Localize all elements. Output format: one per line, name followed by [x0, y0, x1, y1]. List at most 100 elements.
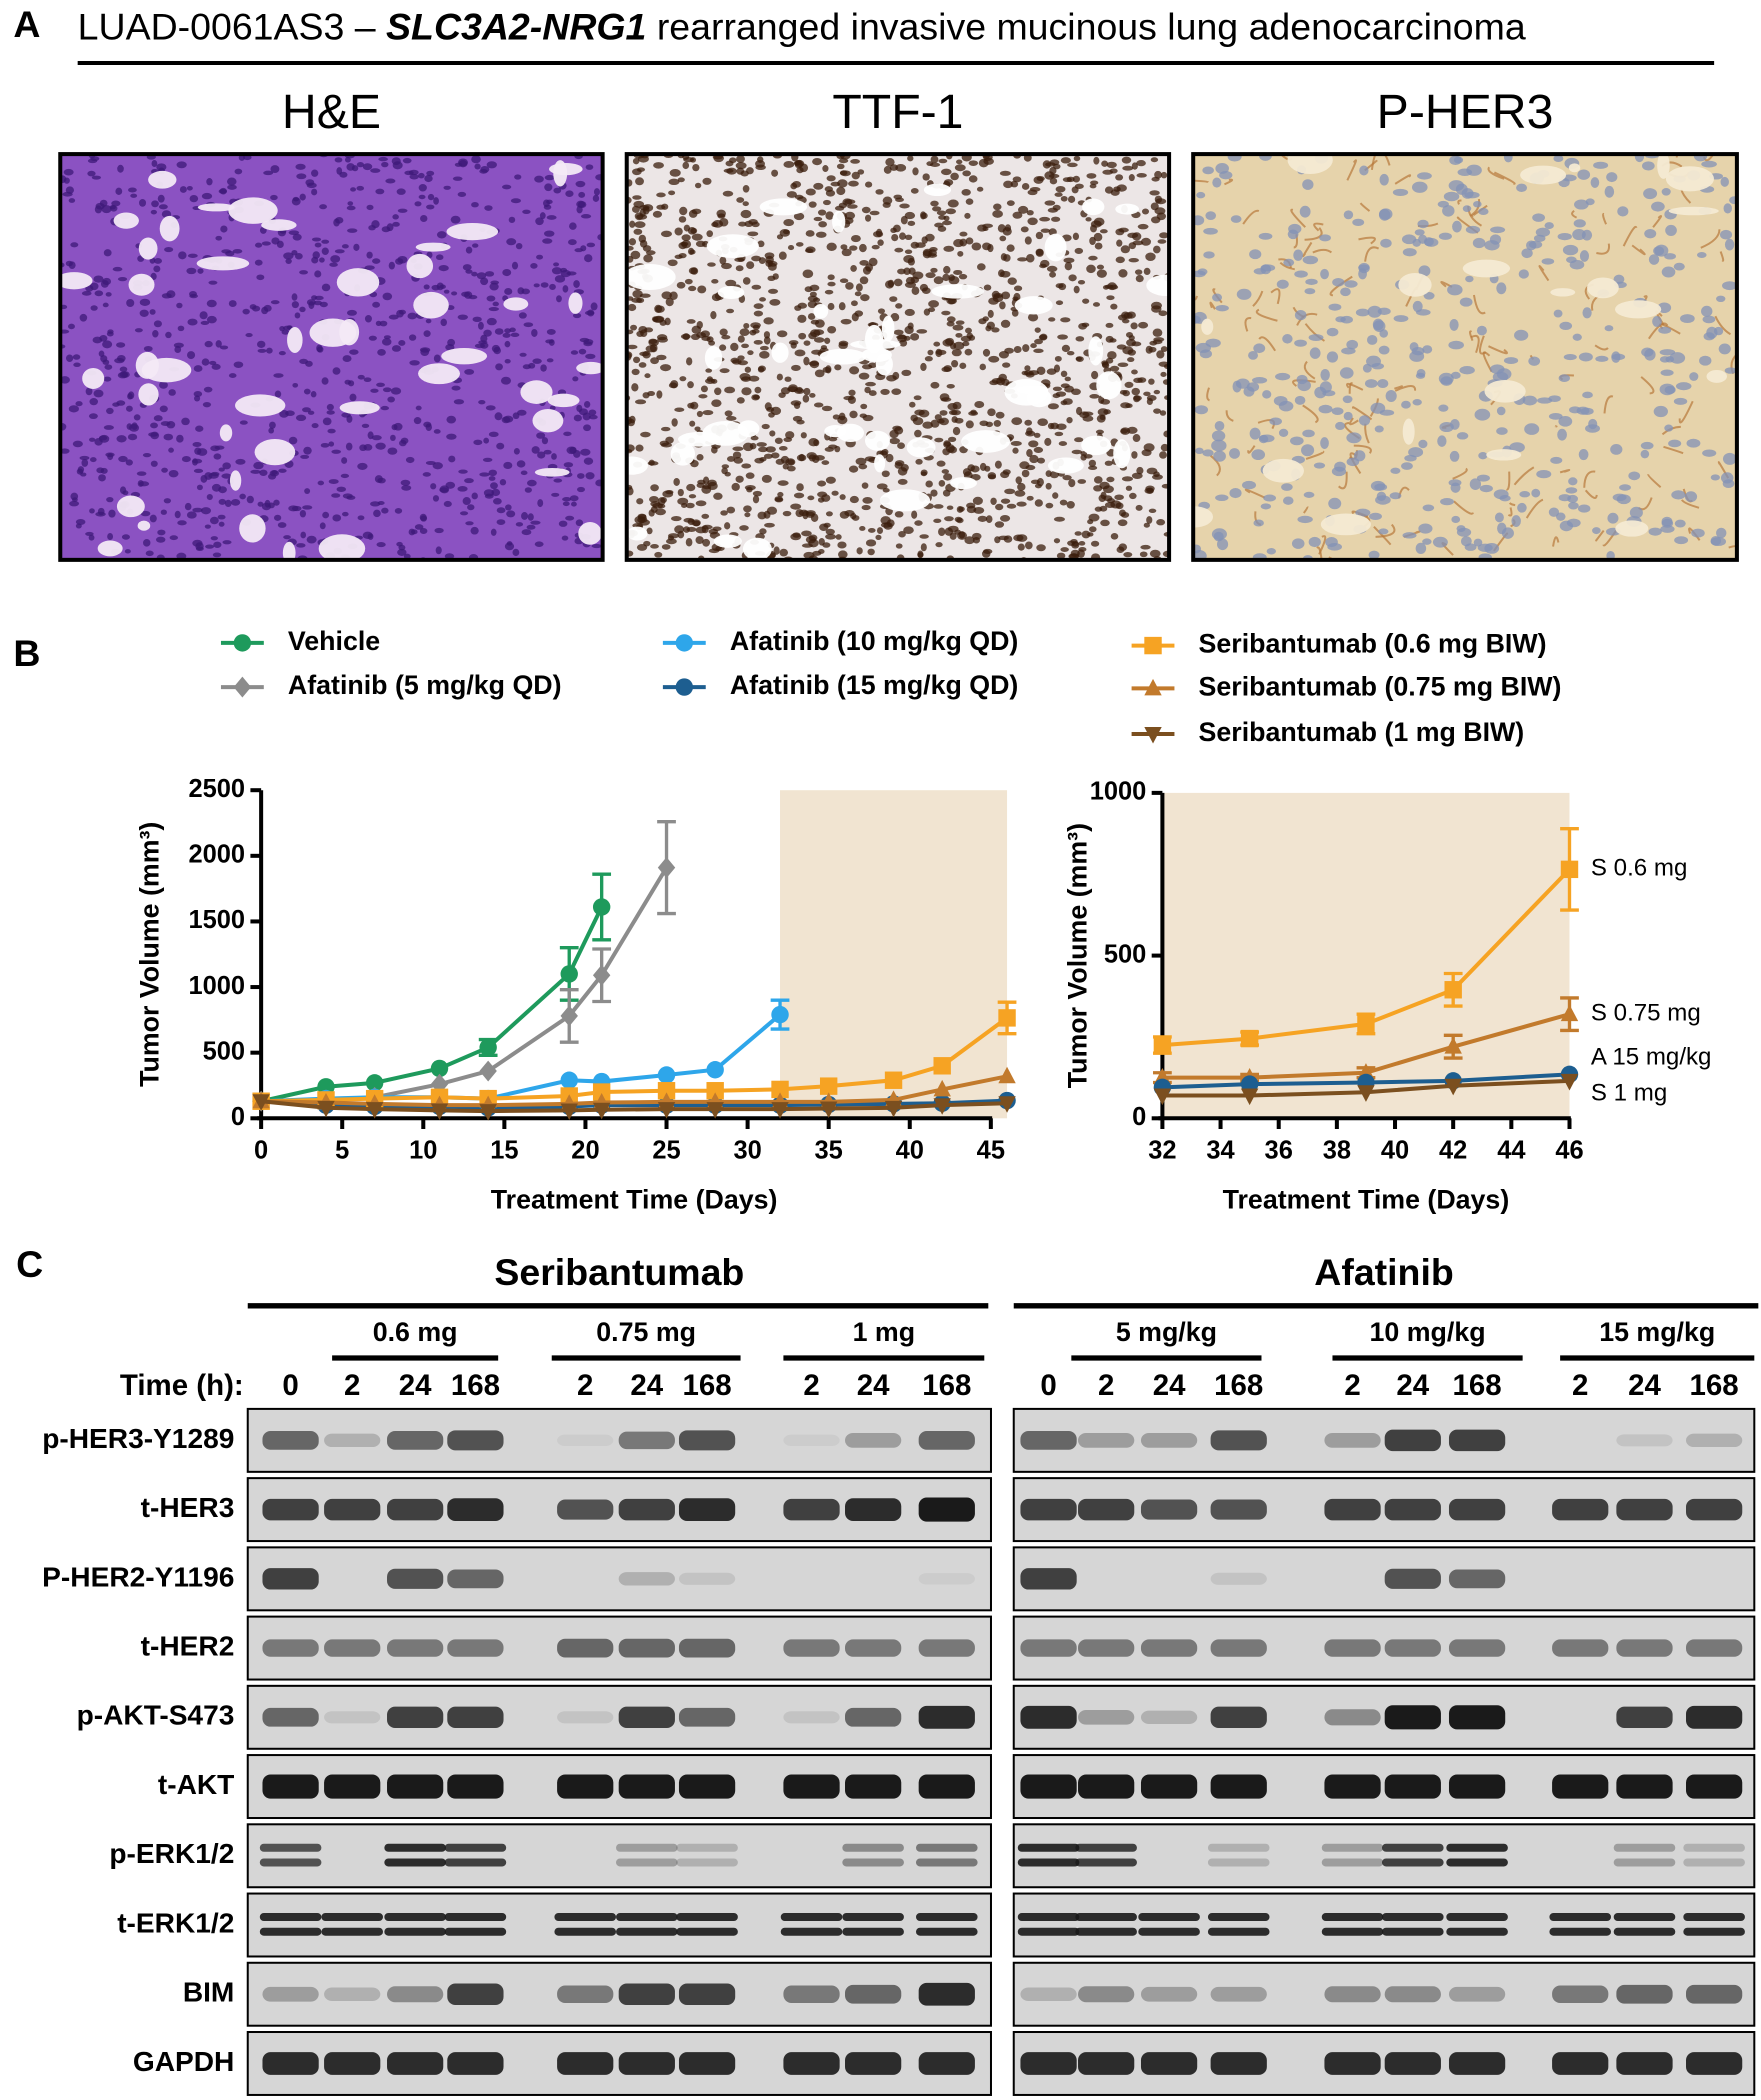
- nucleus: [942, 469, 949, 474]
- nucleus: [375, 189, 384, 195]
- nucleus: [675, 227, 683, 235]
- nucleus: [1019, 461, 1029, 469]
- nucleus: [329, 479, 339, 484]
- nucleus: [341, 474, 349, 478]
- nucleus: [1126, 332, 1133, 338]
- nucleus: [1048, 403, 1059, 409]
- nucleus: [569, 222, 577, 230]
- nucleus: [1251, 449, 1265, 460]
- nucleus: [801, 432, 807, 438]
- nucleus: [1118, 269, 1127, 278]
- nucleus: [1447, 284, 1463, 295]
- nucleus: [391, 387, 401, 394]
- nucleus: [962, 170, 971, 176]
- nucleus: [1111, 533, 1119, 540]
- blot-membrane: [248, 1894, 991, 1957]
- nucleus: [180, 186, 187, 193]
- nucleus: [779, 252, 787, 260]
- nucleus: [813, 298, 820, 303]
- blot-band: [845, 1433, 901, 1448]
- nucleus: [1545, 222, 1554, 229]
- nucleus: [848, 181, 859, 187]
- nucleus: [126, 459, 133, 465]
- nucleus: [454, 399, 464, 404]
- blot-band: [1552, 1639, 1608, 1656]
- nucleus: [70, 242, 78, 247]
- nucleus: [296, 543, 305, 548]
- nucleus: [895, 303, 902, 309]
- time-point: 168: [1690, 1369, 1739, 1402]
- nucleus: [1003, 227, 1012, 235]
- nucleus: [461, 292, 470, 297]
- nucleus: [1157, 212, 1166, 220]
- nucleus: [195, 542, 203, 550]
- nucleus: [768, 289, 778, 294]
- nucleus: [1138, 322, 1148, 329]
- nucleus: [723, 191, 733, 197]
- nucleus: [1001, 499, 1010, 504]
- nucleus: [865, 182, 872, 188]
- nucleus: [262, 241, 271, 245]
- nucleus: [497, 507, 506, 513]
- nucleus: [665, 437, 673, 444]
- dose-label: 0.6 mg: [373, 1317, 458, 1347]
- nucleus: [643, 541, 650, 547]
- nucleus: [73, 441, 83, 448]
- nucleus: [1415, 229, 1425, 235]
- nucleus: [122, 372, 128, 378]
- nucleus: [1579, 449, 1589, 460]
- nucleus: [962, 341, 969, 346]
- blot-band: [919, 1639, 975, 1656]
- time-point: 168: [1453, 1369, 1502, 1402]
- nucleus: [140, 299, 150, 306]
- nucleus: [821, 460, 829, 465]
- nucleus: [934, 276, 944, 284]
- nucleus: [1568, 477, 1577, 485]
- nucleus: [686, 527, 696, 532]
- lumen: [882, 316, 895, 342]
- nucleus: [850, 159, 860, 164]
- nucleus: [1131, 451, 1137, 459]
- nucleus: [1369, 513, 1382, 520]
- lumen: [138, 521, 151, 531]
- nucleus: [553, 479, 562, 483]
- nucleus: [66, 354, 73, 362]
- nucleus: [1302, 179, 1313, 190]
- nucleus: [1303, 256, 1318, 265]
- nucleus: [1340, 287, 1351, 296]
- nucleus: [478, 400, 485, 404]
- nucleus: [512, 549, 519, 556]
- membrane: [1541, 139, 1554, 155]
- nucleus: [1674, 398, 1687, 405]
- nucleus: [753, 491, 762, 497]
- nucleus: [995, 521, 1004, 527]
- nucleus: [972, 242, 982, 250]
- time-label: Time (h):: [120, 1369, 244, 1402]
- blot-band: [1020, 1706, 1076, 1729]
- nucleus: [959, 363, 966, 369]
- nucleus: [342, 512, 349, 517]
- nucleus: [1422, 345, 1432, 353]
- nucleus: [549, 284, 556, 290]
- nucleus: [1347, 458, 1360, 466]
- marker: [706, 1061, 723, 1078]
- nucleus: [875, 535, 881, 540]
- nucleus: [1379, 208, 1392, 219]
- nucleus: [96, 203, 105, 210]
- nucleus: [319, 257, 325, 262]
- nucleus: [1478, 452, 1487, 459]
- nucleus: [746, 261, 754, 269]
- nucleus: [1110, 366, 1119, 372]
- nucleus: [87, 171, 95, 177]
- nucleus: [640, 240, 647, 248]
- lumen: [1666, 166, 1714, 191]
- nucleus: [118, 277, 127, 281]
- nucleus: [134, 414, 141, 420]
- nucleus: [213, 553, 221, 558]
- nucleus: [444, 290, 450, 294]
- nucleus: [671, 516, 682, 521]
- nucleus: [764, 331, 770, 338]
- blot-band: [1616, 1434, 1672, 1446]
- lumen: [876, 353, 893, 375]
- nucleus: [865, 215, 871, 222]
